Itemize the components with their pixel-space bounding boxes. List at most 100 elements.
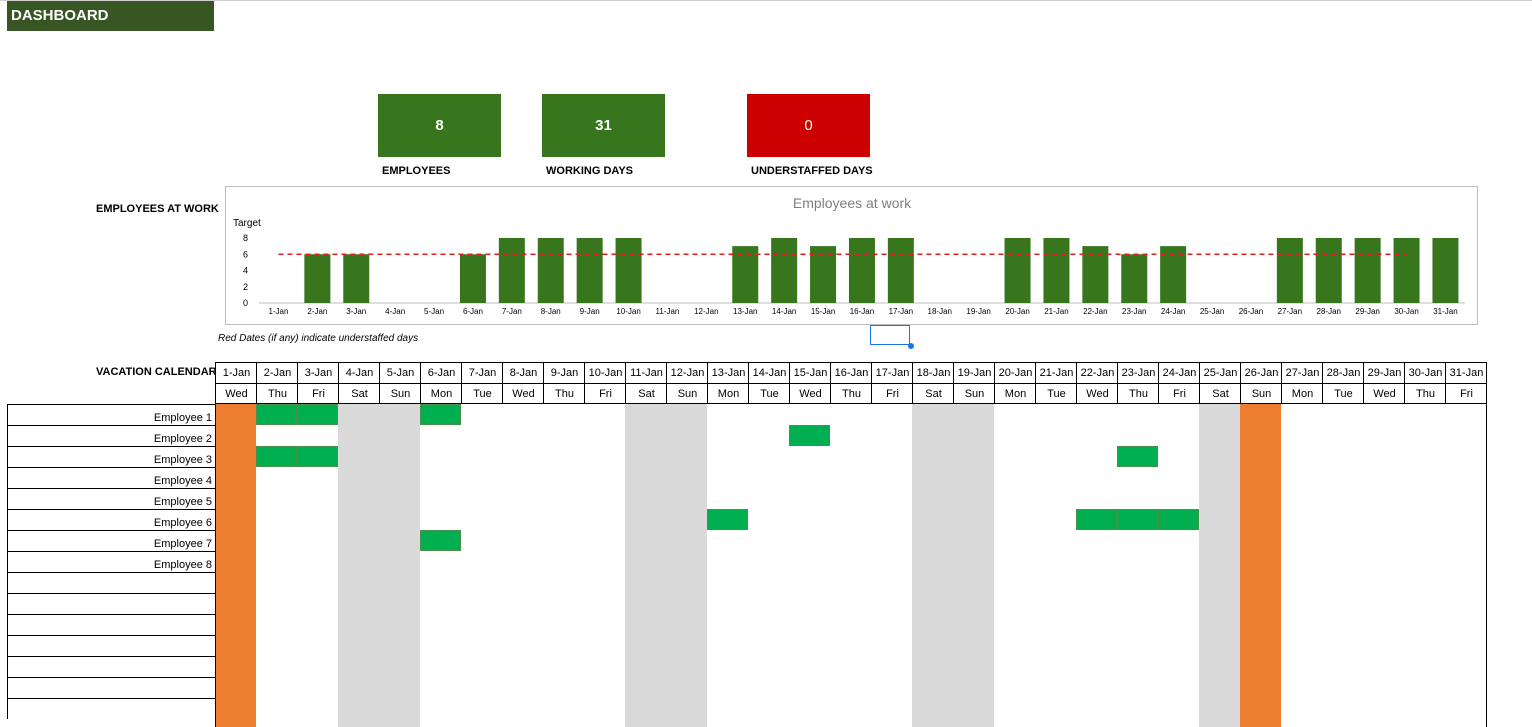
weekday-header[interactable]: Thu <box>543 383 585 404</box>
x-tick-label: 20-Jan <box>1005 307 1029 316</box>
bar-9-Jan <box>576 238 603 303</box>
date-header[interactable]: 11-Jan <box>625 362 667 383</box>
weekday-header[interactable]: Thu <box>1404 383 1446 404</box>
vacation-cell[interactable] <box>707 509 748 530</box>
date-header[interactable]: 7-Jan <box>461 362 503 383</box>
date-header[interactable]: 4-Jan <box>338 362 380 383</box>
date-header[interactable]: 27-Jan <box>1281 362 1323 383</box>
employee-row-label[interactable]: Employee 8 <box>7 551 215 572</box>
date-header[interactable]: 2-Jan <box>256 362 298 383</box>
vacation-cell[interactable] <box>256 446 297 467</box>
date-header[interactable]: 14-Jan <box>748 362 790 383</box>
weekday-header[interactable]: Mon <box>420 383 462 404</box>
date-header[interactable]: 30-Jan <box>1404 362 1446 383</box>
weekday-header[interactable]: Tue <box>1035 383 1077 404</box>
vacation-cell[interactable] <box>1117 509 1158 530</box>
date-header[interactable]: 26-Jan <box>1240 362 1282 383</box>
date-header[interactable]: 15-Jan <box>789 362 831 383</box>
weekday-header[interactable]: Sat <box>625 383 667 404</box>
date-header[interactable]: 28-Jan <box>1322 362 1364 383</box>
weekday-header[interactable]: Thu <box>256 383 298 404</box>
weekday-header[interactable]: Wed <box>502 383 544 404</box>
weekend-column <box>625 404 666 727</box>
vacation-cell[interactable] <box>789 425 830 446</box>
weekday-header[interactable]: Sat <box>912 383 954 404</box>
vacation-cell[interactable] <box>297 446 338 467</box>
employee-row-label[interactable]: Employee 6 <box>7 509 215 530</box>
date-header[interactable]: 25-Jan <box>1199 362 1241 383</box>
employee-row-label[interactable] <box>7 677 215 698</box>
weekday-header[interactable]: Mon <box>707 383 749 404</box>
date-header[interactable]: 21-Jan <box>1035 362 1077 383</box>
weekday-header[interactable]: Tue <box>1322 383 1364 404</box>
date-header[interactable]: 23-Jan <box>1117 362 1159 383</box>
weekday-header[interactable]: Thu <box>1117 383 1159 404</box>
weekday-header[interactable]: Sun <box>1240 383 1282 404</box>
date-header[interactable]: 13-Jan <box>707 362 749 383</box>
weekday-header[interactable]: Wed <box>215 383 257 404</box>
date-header[interactable]: 1-Jan <box>215 362 257 383</box>
employee-row-label[interactable]: Employee 2 <box>7 425 215 446</box>
vacation-cell[interactable] <box>297 404 338 425</box>
date-header[interactable]: 6-Jan <box>420 362 462 383</box>
weekday-header[interactable]: Wed <box>1076 383 1118 404</box>
date-header[interactable]: 24-Jan <box>1158 362 1200 383</box>
y-tick-label: 6 <box>243 249 248 259</box>
weekday-header[interactable]: Fri <box>584 383 626 404</box>
vacation-cell[interactable] <box>1117 446 1158 467</box>
date-header[interactable]: 12-Jan <box>666 362 708 383</box>
weekday-header[interactable]: Tue <box>748 383 790 404</box>
date-header[interactable]: 8-Jan <box>502 362 544 383</box>
weekday-header[interactable]: Wed <box>789 383 831 404</box>
vacation-cell[interactable] <box>1076 509 1117 530</box>
selected-cell[interactable] <box>870 325 910 345</box>
date-header[interactable]: 16-Jan <box>830 362 872 383</box>
weekday-header[interactable]: Thu <box>830 383 872 404</box>
employee-row-label[interactable]: Employee 4 <box>7 467 215 488</box>
vacation-cell[interactable] <box>256 404 297 425</box>
date-header[interactable]: 19-Jan <box>953 362 995 383</box>
weekday-header[interactable]: Sat <box>338 383 380 404</box>
employee-row-label[interactable]: Employee 5 <box>7 488 215 509</box>
weekday-header[interactable]: Fri <box>1445 383 1487 404</box>
weekday-header[interactable]: Sat <box>1199 383 1241 404</box>
fill-handle[interactable] <box>908 343 914 349</box>
weekday-header[interactable]: Tue <box>461 383 503 404</box>
x-tick-label: 8-Jan <box>541 307 561 316</box>
employee-row-label[interactable] <box>7 572 215 593</box>
weekday-header[interactable]: Mon <box>1281 383 1323 404</box>
employee-row-label[interactable]: Employee 1 <box>7 404 215 425</box>
employee-row-label[interactable] <box>7 656 215 677</box>
bar-22-Jan <box>1082 246 1109 303</box>
vacation-cell[interactable] <box>420 530 461 551</box>
employee-row-label[interactable]: Employee 3 <box>7 446 215 467</box>
calendar-right-border <box>1486 362 1487 727</box>
weekday-header[interactable]: Mon <box>994 383 1036 404</box>
weekday-header[interactable]: Wed <box>1363 383 1405 404</box>
vacation-cell[interactable] <box>1158 509 1199 530</box>
date-header[interactable]: 17-Jan <box>871 362 913 383</box>
date-header[interactable]: 18-Jan <box>912 362 954 383</box>
weekday-header[interactable]: Sun <box>666 383 708 404</box>
vacation-cell[interactable] <box>420 404 461 425</box>
date-header[interactable]: 22-Jan <box>1076 362 1118 383</box>
weekday-header[interactable]: Fri <box>871 383 913 404</box>
bar-20-Jan <box>1004 238 1031 303</box>
weekday-header[interactable]: Fri <box>1158 383 1200 404</box>
employee-row-label[interactable]: Employee 7 <box>7 530 215 551</box>
date-header[interactable]: 29-Jan <box>1363 362 1405 383</box>
weekday-header[interactable]: Sun <box>379 383 421 404</box>
date-header[interactable]: 31-Jan <box>1445 362 1487 383</box>
employee-row-label[interactable] <box>7 614 215 635</box>
employee-row-label[interactable] <box>7 635 215 656</box>
weekday-header[interactable]: Sun <box>953 383 995 404</box>
date-header[interactable]: 5-Jan <box>379 362 421 383</box>
date-header[interactable]: 20-Jan <box>994 362 1036 383</box>
employees-at-work-chart[interactable]: Employees at work Target 0 2 4 6 8 1-Jan 2-Ja… <box>225 186 1478 325</box>
date-header[interactable]: 3-Jan <box>297 362 339 383</box>
weekday-header[interactable]: Fri <box>297 383 339 404</box>
employee-row-label[interactable] <box>7 593 215 614</box>
date-header[interactable]: 10-Jan <box>584 362 626 383</box>
date-header[interactable]: 9-Jan <box>543 362 585 383</box>
employee-row-label[interactable] <box>7 698 215 719</box>
